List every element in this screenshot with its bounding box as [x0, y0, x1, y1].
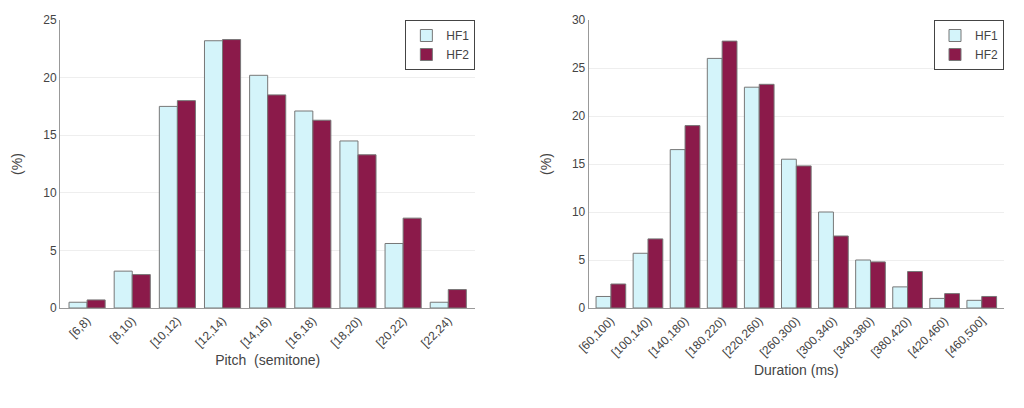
- svg-text:[8,10): [8,10): [107, 314, 139, 346]
- svg-text:[420,460): [420,460): [905, 314, 951, 360]
- svg-text:[14,16): [14,16): [238, 314, 274, 350]
- svg-text:(%): (%): [538, 153, 554, 175]
- svg-text:Duration (ms): Duration (ms): [754, 362, 839, 378]
- svg-text:[22,24): [22,24): [418, 314, 454, 350]
- svg-text:[460,500]: [460,500]: [943, 314, 988, 359]
- svg-text:10: 10: [572, 205, 586, 219]
- svg-text:[380,420): [380,420): [868, 314, 914, 360]
- svg-text:15: 15: [572, 157, 586, 171]
- svg-text:5: 5: [50, 244, 57, 258]
- svg-text:25: 25: [43, 13, 57, 27]
- svg-text:[6,8): [6,8): [67, 314, 94, 341]
- svg-text:(%): (%): [9, 153, 25, 175]
- svg-text:[12,14): [12,14): [193, 314, 229, 350]
- svg-text:[18,20): [18,20): [328, 314, 364, 350]
- svg-text:[180,220): [180,220): [683, 314, 729, 360]
- svg-text:[220,260): [220,260): [720, 314, 766, 360]
- svg-text:30: 30: [572, 13, 586, 27]
- svg-text:HF1: HF1: [446, 29, 469, 43]
- svg-text:[20,22): [20,22): [373, 314, 409, 350]
- svg-text:0: 0: [50, 301, 57, 315]
- svg-text:HF2: HF2: [446, 48, 469, 62]
- svg-text:20: 20: [43, 71, 57, 85]
- svg-text:[260,300): [260,300): [757, 314, 803, 360]
- svg-text:Pitch (semitone): Pitch (semitone): [215, 352, 320, 368]
- svg-text:25: 25: [572, 61, 586, 75]
- svg-text:5: 5: [579, 253, 586, 267]
- svg-text:[10,12): [10,12): [147, 314, 183, 350]
- svg-text:HF2: HF2: [975, 48, 998, 62]
- svg-text:[60,100): [60,100): [576, 314, 617, 355]
- svg-text:[16,18): [16,18): [283, 314, 319, 350]
- svg-text:[140,180): [140,180): [646, 314, 692, 360]
- svg-text:15: 15: [43, 128, 57, 142]
- svg-text:HF1: HF1: [975, 29, 998, 43]
- svg-text:[100,140): [100,140): [609, 314, 655, 360]
- svg-text:20: 20: [572, 109, 586, 123]
- svg-text:[340,380): [340,380): [831, 314, 877, 360]
- svg-text:0: 0: [579, 301, 586, 315]
- svg-text:[300,340): [300,340): [794, 314, 840, 360]
- svg-text:10: 10: [43, 186, 57, 200]
